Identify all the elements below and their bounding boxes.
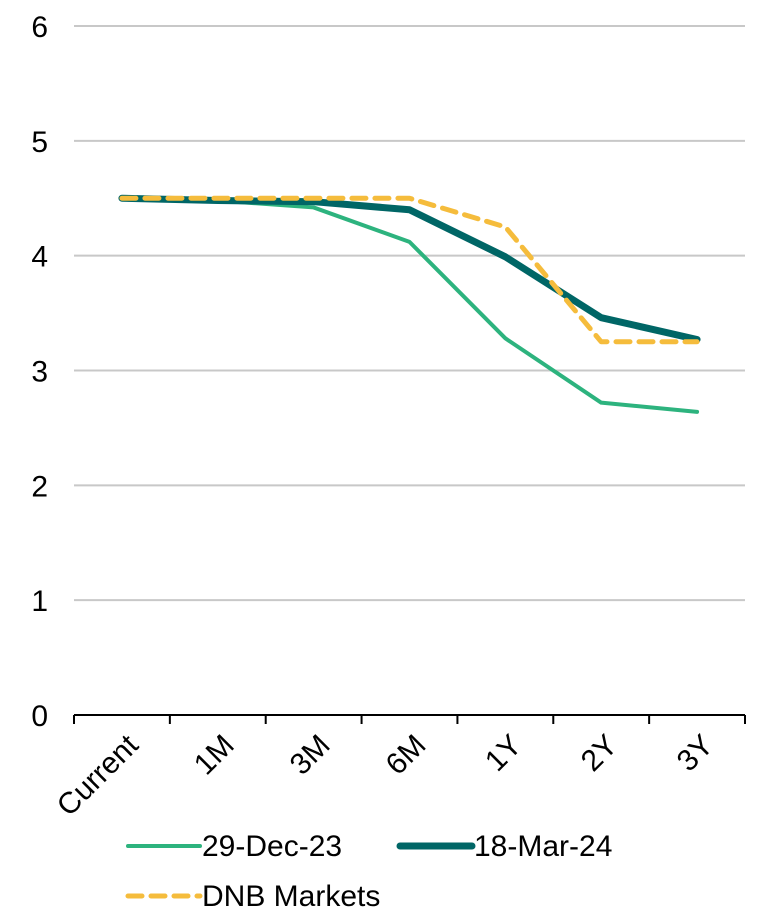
x-tick-label: 1M — [188, 729, 241, 782]
y-tick-label: 4 — [31, 241, 48, 274]
series-line-2 — [118, 194, 701, 343]
series-lines — [118, 194, 701, 414]
y-tick-label: 1 — [31, 585, 48, 618]
legend-label-1: 29-Dec-23 — [202, 830, 342, 863]
gridlines — [74, 25, 745, 602]
legend-label-3: DNB Markets — [202, 880, 380, 913]
x-tick-label: 1Y — [479, 729, 528, 778]
x-tick-label: 3M — [284, 729, 337, 782]
y-tick-label: 3 — [31, 356, 48, 389]
series-line-1 — [119, 196, 700, 414]
series-line-3 — [119, 195, 700, 345]
y-tick-label: 6 — [31, 11, 48, 44]
x-tick-label: Current — [51, 728, 146, 823]
x-axis: Current 1M 3M 6M 1Y 2Y 3Y — [51, 714, 746, 823]
y-axis: 0 1 2 3 4 5 6 — [31, 11, 48, 733]
y-tick-label: 0 — [31, 700, 48, 733]
x-tick-label: 6M — [380, 729, 433, 782]
x-tick-label: 2Y — [575, 729, 624, 778]
x-tick-label: 3Y — [671, 729, 720, 778]
legend: 29-Dec-23 18-Mar-24 DNB Markets — [125, 830, 612, 913]
y-tick-label: 2 — [31, 470, 48, 503]
legend-label-2: 18-Mar-24 — [474, 830, 612, 863]
y-tick-label: 5 — [31, 126, 48, 159]
